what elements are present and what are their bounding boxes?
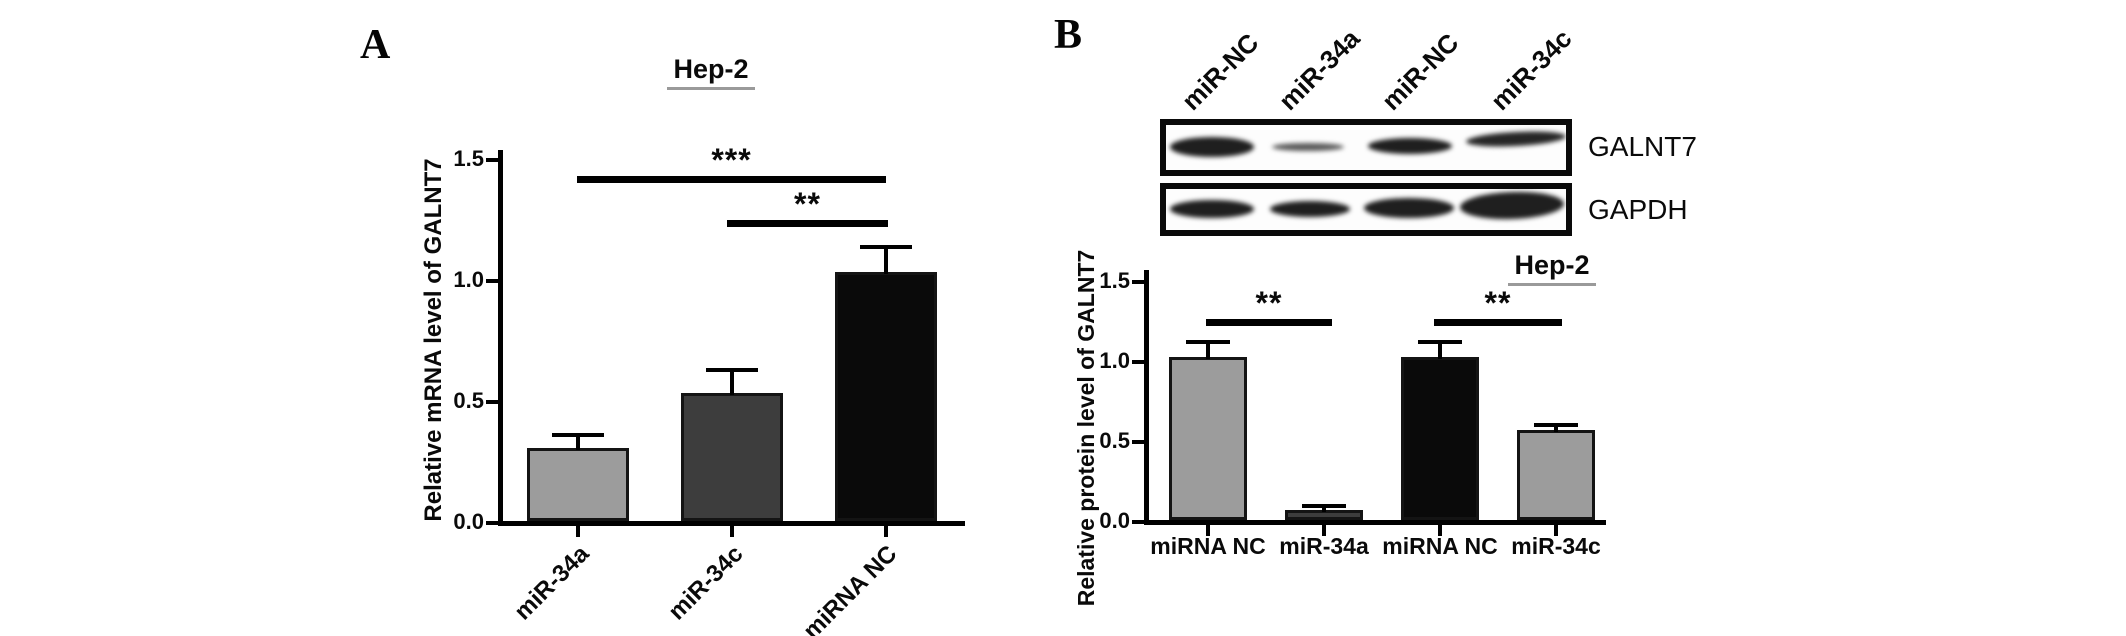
x-axis <box>498 521 965 526</box>
significance-label: *** <box>711 142 752 179</box>
blot-band-gapdh-lane2 <box>1270 201 1350 217</box>
y-tick-label: 1.0 <box>1099 348 1130 373</box>
y-axis <box>1144 270 1149 525</box>
blot-band-galnt7-lane2 <box>1272 143 1344 151</box>
x-category-label: miRNA NC <box>1150 533 1266 559</box>
y-tick-label: 0.0 <box>453 509 484 534</box>
y-tick-label: 0.0 <box>1099 508 1130 533</box>
y-axis <box>498 150 503 526</box>
error-bar-cap <box>1302 504 1346 509</box>
x-category-label: miRNA NC <box>798 540 903 636</box>
error-bar-cap <box>706 368 758 373</box>
blot-band-galnt7-lane1 <box>1170 137 1254 157</box>
y-tick <box>1132 520 1144 524</box>
y-tick <box>486 400 498 404</box>
error-bar-cap <box>1534 422 1578 427</box>
y-tick <box>1132 440 1144 444</box>
x-tick <box>1438 525 1442 536</box>
panel-a-chart-title-text: Hep-2 <box>667 54 755 90</box>
bar-mirna-nc <box>835 271 937 521</box>
error-bar-stem <box>884 244 888 274</box>
blot-lane-label: miR-NC <box>1375 27 1465 116</box>
y-tick <box>1132 280 1144 284</box>
x-tick <box>884 526 888 537</box>
blot-band-gapdh-lane3 <box>1364 198 1454 218</box>
error-bar-cap <box>552 433 604 438</box>
significance-line <box>577 176 886 184</box>
bar-mirna-nc <box>1401 356 1479 520</box>
significance-line <box>727 219 888 227</box>
x-tick <box>1322 525 1326 536</box>
x-axis <box>1144 520 1606 525</box>
y-tick <box>486 279 498 283</box>
panel-a-y-axis-label: Relative mRNA level of GALNT7 <box>420 158 447 522</box>
x-tick <box>1554 525 1558 536</box>
x-category-label: miR-34a <box>1279 533 1369 559</box>
error-bar-stem <box>1554 422 1558 433</box>
panel-b-chart-title-text: Hep-2 <box>1508 250 1596 286</box>
panel-b-chart-title: Hep-2 <box>1472 250 1632 286</box>
error-bar-stem <box>1206 339 1210 359</box>
significance-label: ** <box>1484 285 1512 321</box>
x-tick <box>730 526 734 537</box>
error-bar-stem <box>730 368 734 395</box>
x-tick <box>576 526 580 537</box>
x-tick <box>1206 525 1210 536</box>
significance-label: ** <box>1255 285 1283 321</box>
y-tick-label: 0.5 <box>453 388 484 413</box>
bar-mirna-nc <box>1169 356 1247 520</box>
blot-protein-label-galnt7: GALNT7 <box>1588 131 1697 162</box>
error-bar-cap <box>860 244 912 249</box>
error-bar-stem <box>1438 339 1442 359</box>
x-category-label: miRNA NC <box>1382 533 1498 559</box>
y-tick-label: 0.5 <box>1099 428 1130 453</box>
y-tick-label: 1.5 <box>1099 268 1130 293</box>
error-bar-stem <box>576 433 580 451</box>
significance-line <box>1434 319 1562 326</box>
bar-mir-34c <box>681 392 783 521</box>
x-category-label: miR-34a <box>509 540 595 626</box>
blot-lane-label: miR-34c <box>1484 23 1578 116</box>
blot-protein-label-gapdh: GAPDH <box>1588 194 1688 225</box>
y-tick <box>486 521 498 525</box>
bar-mir-34c <box>1517 430 1595 520</box>
blot-band-gapdh-lane1 <box>1170 200 1254 218</box>
panel-a-chart-title: Hep-2 <box>631 54 791 90</box>
y-tick-label: 1.5 <box>453 146 484 171</box>
y-tick <box>1132 360 1144 364</box>
bar-mir-34a <box>527 448 629 521</box>
error-bar-cap <box>1418 339 1462 344</box>
y-tick-label: 1.0 <box>453 267 484 292</box>
panel-b-letter: B <box>1054 12 1083 58</box>
error-bar-cap <box>1186 339 1230 344</box>
x-category-label: miR-34c <box>1511 533 1601 559</box>
significance-label: ** <box>794 185 821 222</box>
blot-band-galnt7-lane3 <box>1368 138 1452 154</box>
x-category-label: miR-34c <box>663 540 749 626</box>
error-bar-stem <box>1322 504 1326 513</box>
y-tick <box>486 158 498 162</box>
significance-line <box>1206 319 1332 326</box>
panel-a-letter: A <box>360 22 391 68</box>
